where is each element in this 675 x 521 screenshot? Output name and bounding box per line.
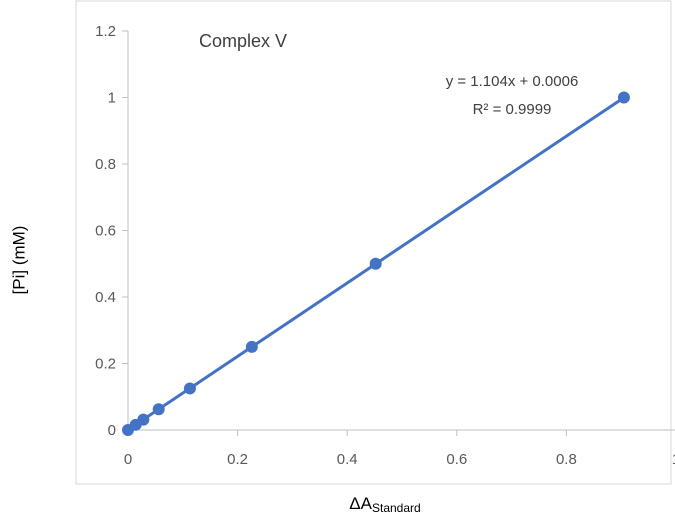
- data-point: [137, 413, 150, 426]
- y-tick-label: 1: [108, 90, 116, 107]
- chart-title: Complex V: [199, 31, 287, 51]
- data-point: [369, 257, 382, 270]
- x-tick-label: 0: [124, 451, 132, 468]
- x-axis-label-subscript: Standard: [372, 501, 421, 515]
- y-axis-label-text: [Pi] (mM): [9, 225, 28, 295]
- r-squared-label: R² = 0.9999: [473, 101, 552, 118]
- data-points: [122, 91, 630, 436]
- x-axis-label-text: ΔA: [349, 494, 372, 513]
- y-tick-label: 0.6: [95, 223, 116, 240]
- x-axis-label: ΔAStandard: [300, 494, 470, 515]
- x-tick-label: 1: [672, 451, 675, 468]
- data-point: [152, 403, 165, 416]
- x-tick-label: 0.6: [446, 451, 467, 468]
- y-tick-label: 0.4: [95, 289, 116, 306]
- y-tick-label: 0.2: [95, 356, 116, 373]
- y-tick-label: 0.8: [95, 156, 116, 173]
- trendline-equation: y = 1.104x + 0.0006: [446, 73, 579, 90]
- data-point: [245, 340, 258, 353]
- y-axis-label: [Pi] (mM): [4, 170, 34, 350]
- axes: [122, 30, 675, 436]
- x-tick-label: 0.2: [227, 451, 248, 468]
- y-tick-label: 1.2: [95, 23, 116, 40]
- tick-labels: 0 0.2 0.4 0.6 0.8 1 1.2 0 0.2 0.4 0.6 0.8 1: [95, 23, 675, 468]
- chart-area-border: [75, 0, 672, 485]
- data-point: [617, 91, 630, 104]
- x-tick-label: 0.4: [337, 451, 358, 468]
- x-tick-label: 0.8: [556, 451, 577, 468]
- data-point: [183, 382, 196, 395]
- y-tick-label: 0: [108, 422, 116, 439]
